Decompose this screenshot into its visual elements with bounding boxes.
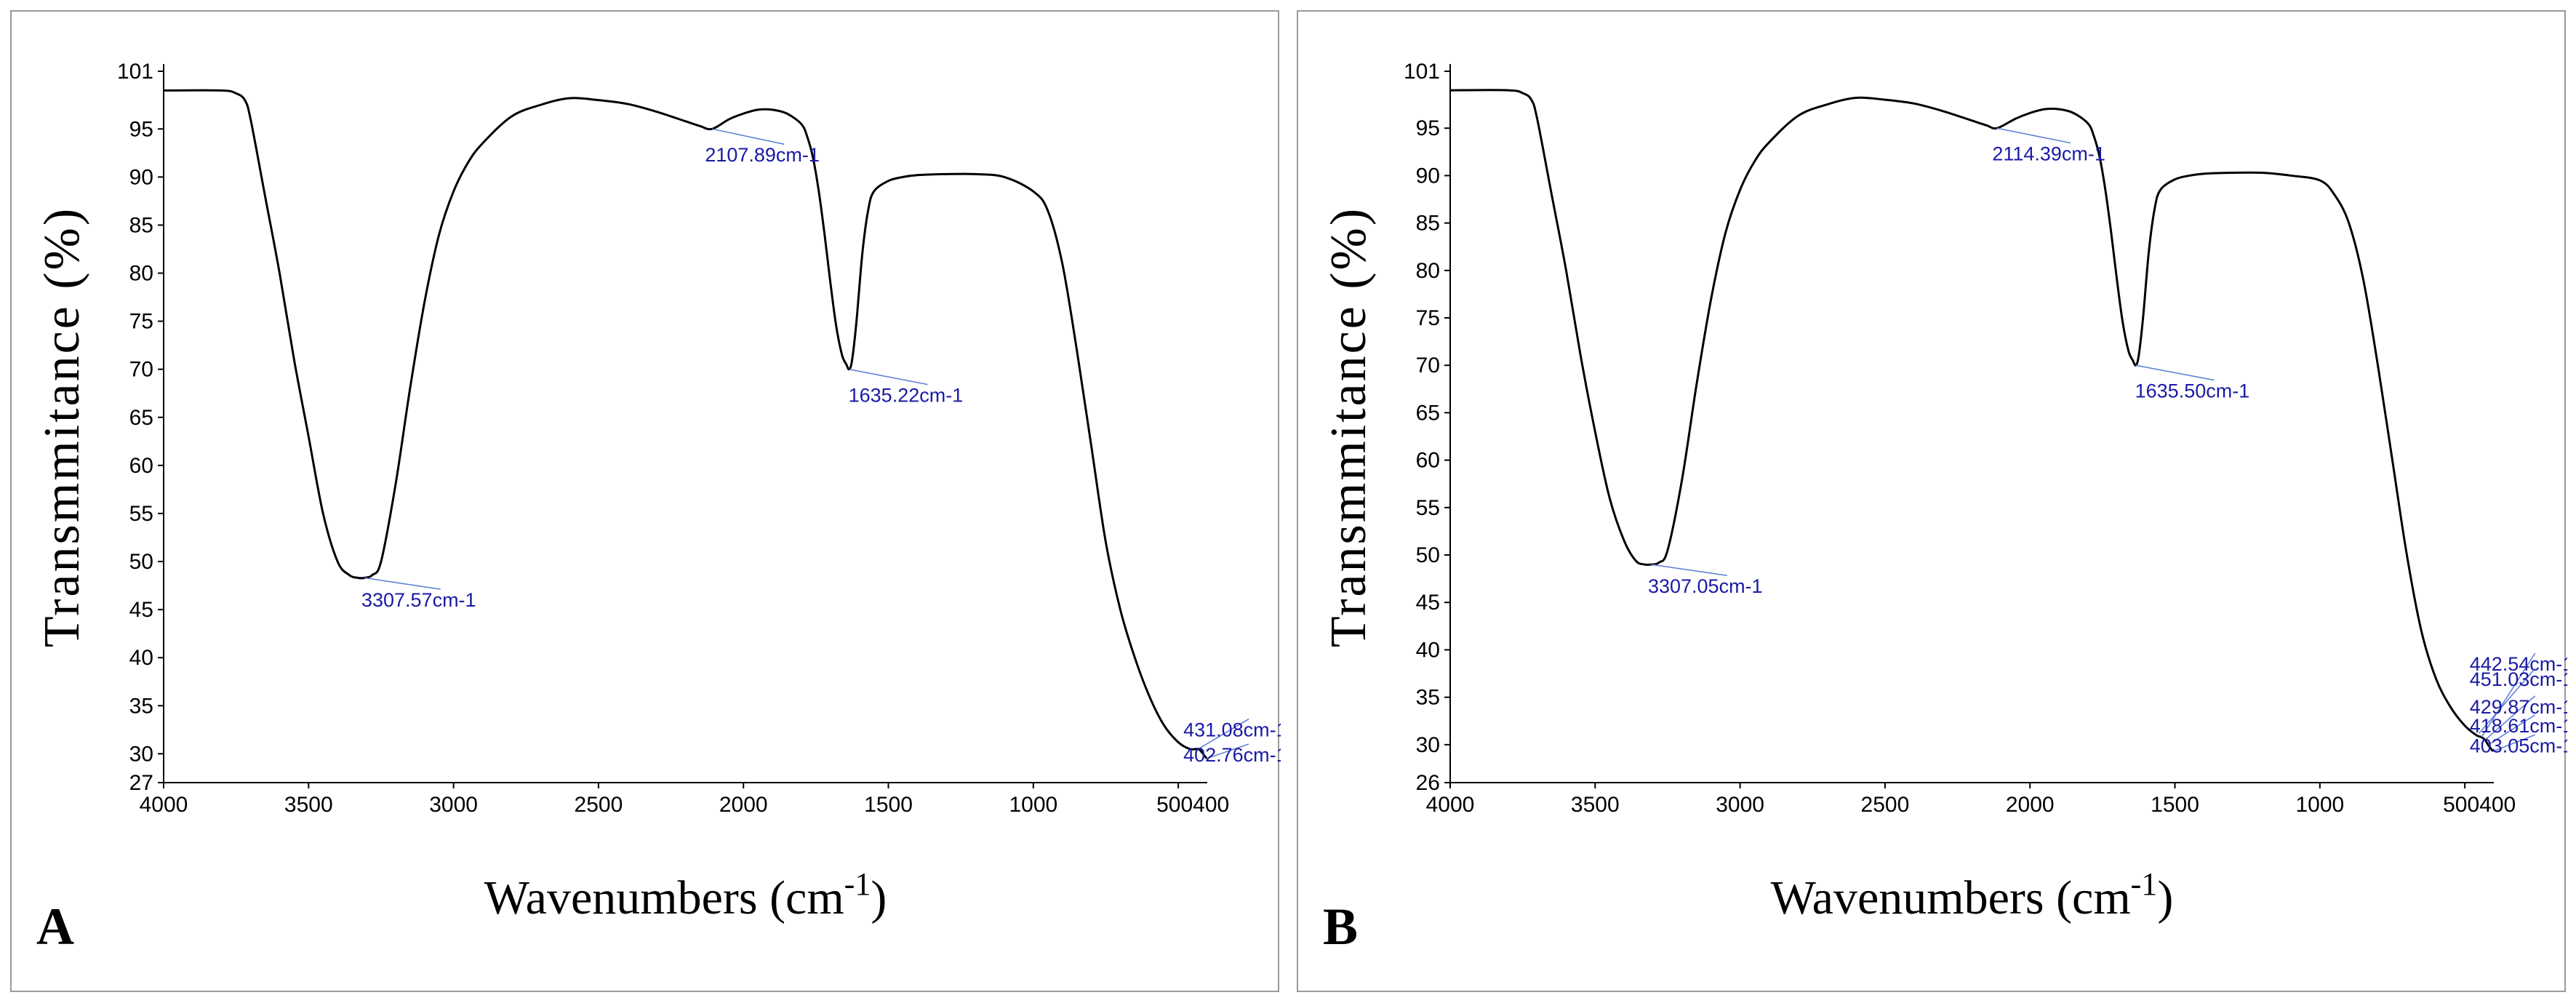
peak-leader-line [1206, 743, 1249, 759]
x-tick-label: 4000 [140, 793, 188, 817]
x-axis-title: Wavenumbers (cm-1) [1771, 866, 2174, 924]
y-tick-label: 50 [129, 550, 153, 574]
peak-label: 418.61cm-1 [2470, 715, 2567, 737]
y-tick-label: 40 [1416, 638, 1440, 662]
x-tick-label: 2500 [575, 793, 623, 817]
y-tick-label: 75 [129, 310, 153, 334]
y-tick-label: 85 [129, 213, 153, 237]
y-tick-label: 45 [129, 598, 153, 622]
y-tick-label: 30 [129, 742, 153, 766]
y-tick-label: 80 [1416, 259, 1440, 283]
peak-leader-line [1651, 564, 1727, 576]
y-tick-label: 90 [1416, 164, 1440, 188]
y-tick-label: 70 [129, 358, 153, 382]
peak-leader-line [712, 128, 785, 145]
x-tick-label: 3500 [284, 793, 333, 817]
x-tick-label: 1000 [2295, 793, 2344, 817]
y-tick-label: 65 [1416, 401, 1440, 425]
y-tick-label: 45 [1416, 591, 1440, 615]
x-tick-label: 3000 [1716, 793, 1764, 817]
peak-leader-line [2488, 714, 2536, 746]
x-tick-label: 3000 [429, 793, 478, 817]
spectrum-line [1449, 89, 2495, 752]
y-axis-title: Transmmitance (%) [1321, 207, 1377, 647]
y-tick-label: 35 [129, 694, 153, 718]
peak-leader-line [1198, 718, 1249, 750]
x-axis-title-close: ) [871, 871, 887, 924]
panel-letter: B [1323, 898, 1358, 956]
x-axis-title-close: ) [2157, 871, 2173, 924]
panel-letter: A [36, 898, 74, 956]
y-tick-label: 95 [1416, 116, 1440, 140]
peak-leader-line [2479, 668, 2536, 734]
y-tick-label: 40 [129, 646, 153, 670]
y-tick-label: 35 [1416, 686, 1440, 710]
x-tick-label: 1500 [864, 793, 913, 817]
spectrum-line [163, 89, 1208, 759]
y-tick-label: 80 [129, 262, 153, 286]
x-tick-label: 2000 [2006, 793, 2055, 817]
peak-leader-line [2484, 695, 2536, 740]
y-tick-label: 55 [1416, 496, 1440, 520]
peak-label: 2107.89cm-1 [705, 144, 820, 166]
y-tick-label: 101 [1404, 60, 1440, 84]
peak-label: 402.76cm-1 [1183, 744, 1281, 766]
y-tick-label: 95 [129, 117, 153, 141]
peak-label: 442.54cm-1 [2470, 653, 2567, 675]
y-tick-label: 90 [129, 165, 153, 189]
y-tick-label: 75 [1416, 306, 1440, 330]
y-tick-label: 70 [1416, 353, 1440, 377]
peak-leader-line [2135, 364, 2215, 381]
x-tick-label: 2000 [719, 793, 768, 817]
x-tick-label: 3500 [1571, 793, 1620, 817]
x-tick-label: 1000 [1009, 793, 1057, 817]
peak-label: 2114.39cm-1 [1992, 143, 2105, 165]
spectrum-panel-b: 101 95 90 85 80 75 70 65 60 55 50 45 40 35 30 26 4000 350… [1297, 10, 2567, 992]
peak-label: 3307.05cm-1 [1648, 575, 1763, 597]
y-tick-label: 30 [1416, 733, 1440, 757]
x-tick-label: 500400 [1156, 793, 1229, 817]
x-axis-title-superscript: -1 [844, 866, 871, 902]
peak-leader-line [849, 368, 928, 385]
y-tick-label: 55 [129, 502, 153, 526]
y-tick-label: 26 [1416, 771, 1440, 795]
x-tick-label: 4000 [1426, 793, 1475, 817]
x-axis-title-main: Wavenumbers (cm [484, 871, 844, 924]
x-axis-title-superscript: -1 [2131, 866, 2158, 902]
peak-label: 3307.57cm-1 [361, 589, 476, 611]
x-axis-title-main: Wavenumbers (cm [1771, 871, 2131, 924]
y-tick-label: 85 [1416, 212, 1440, 236]
peak-label: 451.03cm-1 [2470, 668, 2567, 690]
x-tick-label: 500400 [2443, 793, 2516, 817]
peak-leader-line [2492, 734, 2535, 752]
y-tick-label: 60 [1416, 449, 1440, 473]
peak-label: 1635.22cm-1 [849, 385, 964, 407]
y-tick-label: 60 [129, 454, 153, 478]
y-tick-label: 65 [129, 406, 153, 430]
peak-leader-line [1996, 127, 2071, 144]
peak-label: 403.05cm-1 [2470, 735, 2567, 756]
peak-leader-line [2481, 652, 2536, 738]
x-axis-title: Wavenumbers (cm-1) [484, 866, 887, 924]
x-tick-label: 1500 [2151, 793, 2199, 817]
spectrum-panel-a: 101 95 90 85 80 75 70 65 60 55 50 45 40 35 30 27 4000 350… [10, 10, 1281, 992]
x-tick-label: 2500 [1861, 793, 1910, 817]
peak-leader-line [364, 577, 441, 590]
y-tick-label: 101 [117, 60, 153, 84]
peak-label: 429.87cm-1 [2470, 696, 2567, 718]
y-tick-label: 50 [1416, 543, 1440, 567]
y-tick-label: 27 [129, 771, 153, 795]
peak-label: 431.08cm-1 [1183, 719, 1281, 741]
y-axis-title: Transmmitance (%) [34, 207, 90, 647]
peak-label: 1635.50cm-1 [2135, 380, 2250, 402]
